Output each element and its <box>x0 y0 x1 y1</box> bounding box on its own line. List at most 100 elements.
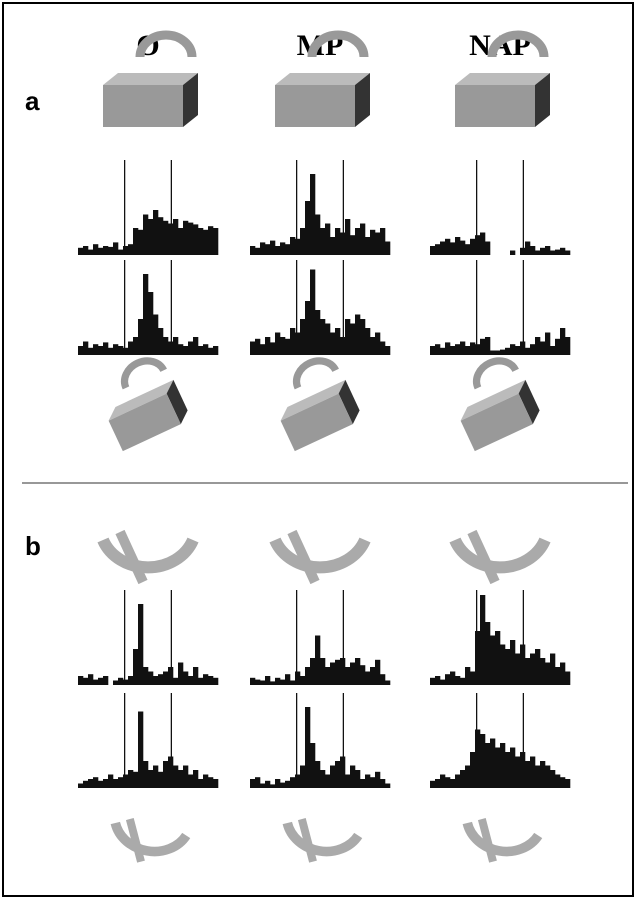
histogram-bar <box>315 635 321 685</box>
histogram-bar <box>250 246 256 255</box>
histogram-bar <box>530 246 536 255</box>
histogram-bar <box>255 338 261 355</box>
histogram-bar <box>173 765 179 788</box>
histogram-bar <box>545 332 551 355</box>
histogram <box>250 590 391 685</box>
histogram-bar <box>465 765 471 788</box>
histogram-bar <box>505 752 511 788</box>
histogram-bar <box>560 328 566 355</box>
histogram-bar <box>285 244 291 255</box>
histogram-bar <box>213 779 219 788</box>
histogram-bar <box>510 250 516 255</box>
histogram-bar <box>320 228 326 255</box>
histogram-bar <box>295 332 301 355</box>
histogram-bar <box>510 747 516 788</box>
histogram-bar <box>193 224 199 255</box>
histogram-bar <box>265 676 271 685</box>
histogram-bar <box>385 783 391 788</box>
histogram-bar <box>173 337 179 355</box>
histogram-bar <box>335 328 341 355</box>
histogram-bar <box>118 777 124 788</box>
histogram-bar <box>83 246 89 255</box>
histogram-bar <box>183 220 189 255</box>
histogram-bar <box>250 341 256 355</box>
histogram-bar <box>93 244 99 255</box>
histogram-bar <box>138 604 144 685</box>
histogram-bar <box>365 237 371 255</box>
histogram-bar <box>183 765 189 788</box>
histogram-bar <box>485 743 491 788</box>
stimulus-icon <box>275 532 365 582</box>
histogram-bar <box>355 770 361 788</box>
histogram-bar <box>310 269 316 355</box>
histogram-bar <box>148 219 154 255</box>
histogram-bar <box>455 774 461 788</box>
histogram-bar <box>158 217 164 255</box>
histogram-bar <box>385 241 391 255</box>
histogram-bar <box>255 777 261 788</box>
histogram-bar <box>93 777 99 788</box>
histogram <box>78 160 219 255</box>
histogram-bar <box>565 671 571 685</box>
histogram-bar <box>213 346 219 355</box>
histogram-bar <box>193 667 199 685</box>
histogram-bar <box>260 783 266 788</box>
histogram-bar <box>128 676 134 685</box>
histogram-bar <box>138 229 144 255</box>
histogram-bar <box>430 346 436 355</box>
histogram-bar <box>520 752 526 788</box>
histogram-bar <box>550 653 556 685</box>
histogram-bar <box>335 659 341 685</box>
histogram-bar <box>198 779 204 788</box>
histogram-bar <box>470 671 476 685</box>
histogram-bar <box>325 667 331 685</box>
histogram-bar <box>78 676 84 685</box>
histogram-bar <box>455 676 461 685</box>
histogram-bar <box>560 777 566 788</box>
histogram-bar <box>270 681 276 685</box>
histogram-bar <box>250 677 256 685</box>
histogram-bar <box>188 774 194 788</box>
histogram-bar <box>178 770 184 788</box>
histogram-bar <box>108 246 114 255</box>
histogram-bar <box>88 674 94 685</box>
histogram-bar <box>133 649 139 685</box>
histogram-bar <box>305 201 311 255</box>
histogram-bar <box>475 729 481 788</box>
histogram-bar <box>335 228 341 255</box>
histogram-bar <box>495 631 501 685</box>
histogram-bar <box>270 240 276 255</box>
histogram-bar <box>193 770 199 788</box>
histogram-bar <box>93 679 99 685</box>
histogram-bar <box>83 341 89 355</box>
histogram-bar <box>158 674 164 685</box>
histogram-bar <box>475 631 481 685</box>
histogram-bar <box>280 337 286 355</box>
histogram-bar <box>98 677 104 685</box>
histogram-bar <box>315 310 321 355</box>
histogram-bar <box>540 658 546 685</box>
histogram-bar <box>540 761 546 788</box>
histogram-bar <box>320 658 326 685</box>
histogram-bar <box>280 782 286 788</box>
histogram-bar <box>163 220 169 255</box>
histogram-bar <box>380 228 386 255</box>
histogram-bar <box>460 341 466 355</box>
histogram-bar <box>270 342 276 355</box>
histogram-bar <box>525 658 531 685</box>
histogram-bar <box>143 214 149 255</box>
histogram-bar <box>435 244 441 255</box>
stimulus-icon <box>103 532 193 582</box>
histogram-bar <box>510 344 516 355</box>
histogram-bar <box>158 328 164 355</box>
histogram-bar <box>460 240 466 255</box>
histogram-bar <box>310 743 316 788</box>
histogram-bar <box>178 344 184 355</box>
histogram-bar <box>260 344 266 355</box>
histogram-bar <box>450 346 456 355</box>
histogram-bar <box>380 779 386 788</box>
histogram-bar <box>208 226 214 255</box>
histogram-bar <box>525 761 531 788</box>
histogram-bar <box>285 780 291 788</box>
histogram-bar <box>370 667 376 685</box>
